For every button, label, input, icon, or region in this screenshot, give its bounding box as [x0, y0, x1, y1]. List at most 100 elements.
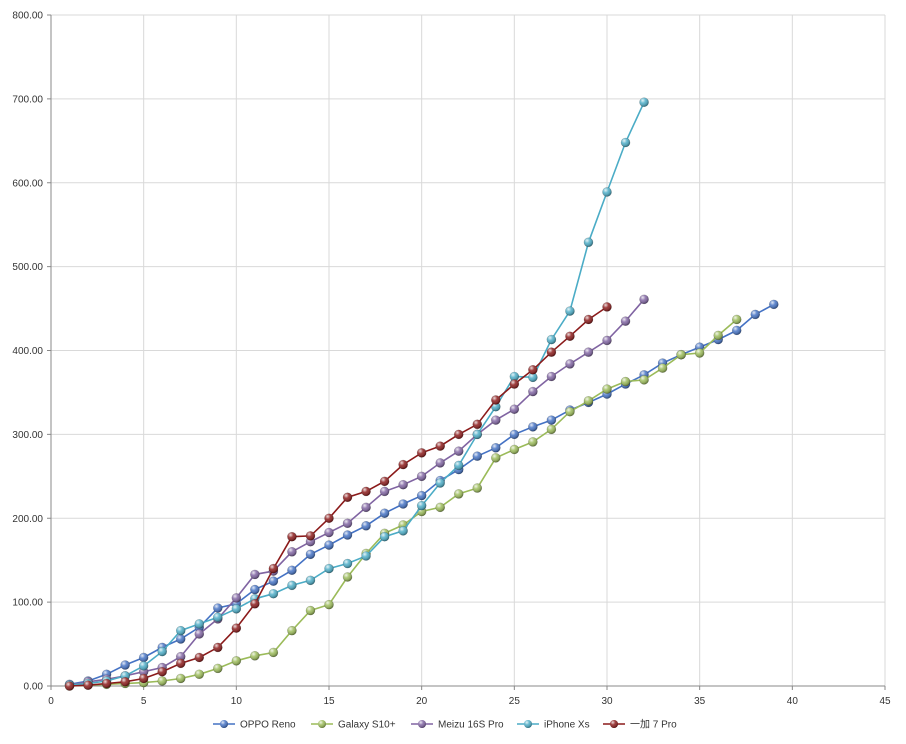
- data-point-shine: [491, 395, 501, 405]
- data-point-shine: [268, 576, 278, 586]
- legend-label: iPhone Xs: [544, 720, 590, 731]
- data-point-shine: [583, 396, 593, 406]
- y-tick-label: 800.00: [12, 11, 43, 22]
- y-tick-label: 700.00: [12, 94, 43, 105]
- x-tick-label: 20: [416, 696, 428, 707]
- chart-legend: OPPO Reno Galaxy S10+ Meizu 16S Pro iPhone …: [213, 719, 677, 731]
- data-point-shine: [491, 453, 501, 463]
- data-point-shine: [157, 667, 167, 677]
- data-point-shine: [454, 446, 464, 456]
- data-point-shine: [398, 499, 408, 509]
- data-point-shine: [324, 564, 334, 574]
- legend-label: 一加 7 Pro: [630, 719, 677, 731]
- x-tick-label: 30: [601, 696, 613, 707]
- data-point-shine: [417, 448, 427, 458]
- data-point-shine: [305, 549, 315, 559]
- data-point-shine: [176, 652, 186, 662]
- data-point-shine: [602, 187, 612, 197]
- data-point-shine: [176, 673, 186, 683]
- data-point-shine: [602, 335, 612, 345]
- data-point-shine: [491, 415, 501, 425]
- data-point-shine: [176, 658, 186, 668]
- legend-marker-shine: [318, 720, 326, 728]
- y-tick-label: 0.00: [24, 682, 44, 693]
- data-point-shine: [213, 612, 223, 622]
- series-line: [69, 306, 608, 687]
- data-point-shine: [287, 547, 297, 557]
- data-point-shine: [287, 565, 297, 575]
- y-tick-label: 500.00: [12, 262, 43, 273]
- data-point-shine: [528, 387, 538, 397]
- data-point-shine: [528, 372, 538, 382]
- data-point-shine: [435, 458, 445, 468]
- legend-marker-shine: [418, 720, 426, 728]
- data-point-shine: [268, 647, 278, 657]
- data-point-shine: [695, 348, 705, 358]
- data-point-shine: [417, 501, 427, 511]
- legend-marker-shine: [220, 720, 228, 728]
- data-point-shine: [658, 363, 668, 373]
- data-point-shine: [528, 365, 538, 375]
- data-point-shine: [268, 589, 278, 599]
- x-tick-label: 25: [509, 696, 521, 707]
- x-tick-label: 45: [879, 696, 891, 707]
- data-point-shine: [417, 471, 427, 481]
- x-tick-label: 35: [694, 696, 706, 707]
- data-point-shine: [750, 309, 760, 319]
- data-point-shine: [250, 585, 260, 595]
- data-point-shine: [583, 237, 593, 247]
- data-point-shine: [621, 137, 631, 147]
- data-point-shine: [343, 492, 353, 502]
- x-tick-label: 10: [231, 696, 243, 707]
- series-line: [69, 298, 645, 686]
- data-point-shine: [287, 626, 297, 636]
- legend-item: Meizu 16S Pro: [411, 720, 504, 731]
- data-point-shine: [602, 302, 612, 312]
- data-point-shine: [621, 316, 631, 326]
- data-point-shine: [528, 437, 538, 447]
- data-point-shine: [287, 580, 297, 590]
- y-tick-label: 600.00: [12, 178, 43, 189]
- data-point-shine: [546, 415, 556, 425]
- data-point-shine: [176, 634, 186, 644]
- data-point-shine: [361, 486, 371, 496]
- data-point-shine: [509, 429, 519, 439]
- data-point-shine: [268, 564, 278, 574]
- data-point-shine: [380, 508, 390, 518]
- data-point-shine: [324, 540, 334, 550]
- data-point-shine: [509, 404, 519, 414]
- data-point-shine: [120, 677, 130, 687]
- data-point-shine: [213, 663, 223, 673]
- y-tick-label: 100.00: [12, 598, 43, 609]
- data-point-shine: [213, 642, 223, 652]
- data-point-shine: [343, 530, 353, 540]
- data-point-shine: [194, 669, 204, 679]
- data-point-shine: [287, 532, 297, 542]
- data-point-shine: [509, 372, 519, 382]
- data-point-shine: [194, 629, 204, 639]
- data-point-shine: [732, 325, 742, 335]
- data-point-shine: [417, 491, 427, 501]
- data-point-shine: [583, 347, 593, 357]
- series-3: [64, 97, 649, 690]
- data-point-shine: [491, 443, 501, 453]
- data-point-shine: [157, 676, 167, 686]
- data-point-shine: [472, 483, 482, 493]
- data-point-shine: [565, 331, 575, 341]
- data-point-shine: [546, 424, 556, 434]
- data-point-shine: [250, 569, 260, 579]
- legend-marker-shine: [524, 720, 532, 728]
- data-point-shine: [305, 575, 315, 585]
- data-point-shine: [139, 673, 149, 683]
- series-2: [64, 294, 649, 690]
- data-point-shine: [435, 502, 445, 512]
- y-axis-ticks: 0.00 100.00 200.00 300.00 400.00 500.00 600.00…: [12, 11, 51, 693]
- data-point-shine: [231, 623, 241, 633]
- x-axis-ticks: 0 5 10 15 20 25 30 35 40 45: [48, 686, 891, 707]
- data-point-shine: [102, 678, 112, 688]
- series-4: [64, 302, 612, 691]
- data-point-shine: [435, 441, 445, 451]
- data-point-shine: [194, 619, 204, 629]
- x-tick-label: 15: [323, 696, 335, 707]
